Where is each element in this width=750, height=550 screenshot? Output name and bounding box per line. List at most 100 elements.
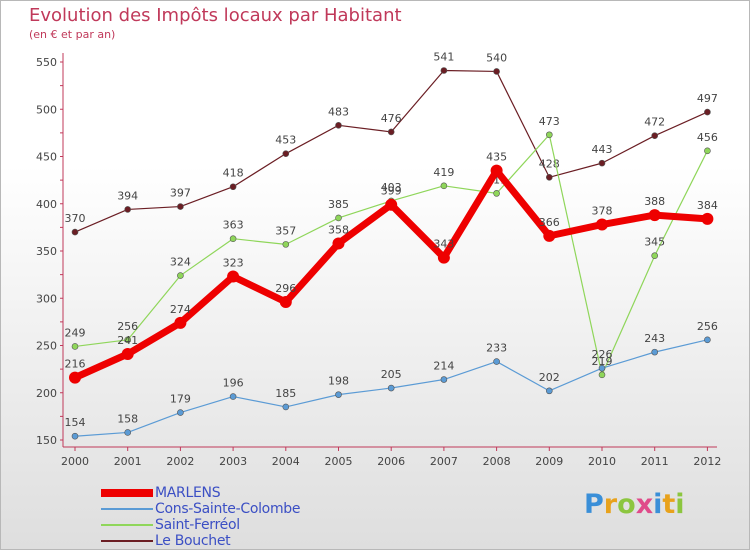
- data-point-saint-ferr-ol: [229, 235, 237, 243]
- data-label-cons-sainte-colombe: 179: [170, 393, 191, 406]
- x-tick-label: 2009: [535, 455, 563, 468]
- data-point-le-bouchet: [651, 132, 659, 140]
- data-point-marlens: [437, 251, 450, 264]
- data-point-cons-sainte-colombe: [282, 403, 290, 411]
- data-label-marlens: 216: [65, 358, 86, 371]
- legend-swatch-cons-sainte-colombe: [101, 508, 153, 510]
- data-point-cons-sainte-colombe: [229, 393, 237, 400]
- logo-letter: r: [603, 489, 618, 520]
- data-label-cons-sainte-colombe: 198: [328, 375, 349, 388]
- data-point-saint-ferr-ol: [335, 214, 342, 222]
- y-tick-label: 250: [36, 340, 57, 353]
- logo-letter: P: [584, 489, 604, 520]
- data-point-marlens: [69, 371, 81, 384]
- data-label-cons-sainte-colombe: 243: [644, 332, 665, 345]
- data-point-saint-ferr-ol: [71, 343, 79, 350]
- data-point-saint-ferr-ol: [704, 147, 711, 155]
- data-point-marlens: [227, 270, 240, 283]
- logo-letter: t: [662, 489, 676, 520]
- data-label-saint-ferr-ol: 456: [697, 131, 718, 144]
- data-point-saint-ferr-ol: [177, 272, 184, 279]
- data-label-saint-ferr-ol: 385: [328, 198, 349, 211]
- data-label-le-bouchet: 397: [170, 187, 191, 200]
- data-point-cons-sainte-colombe: [440, 376, 448, 383]
- data-label-le-bouchet: 394: [117, 189, 138, 202]
- data-point-le-bouchet: [704, 108, 711, 116]
- data-label-marlens: 384: [697, 199, 718, 212]
- legend-swatch-marlens: [101, 489, 153, 497]
- data-label-marlens: 435: [486, 151, 507, 164]
- data-label-marlens: 358: [328, 223, 349, 236]
- data-label-cons-sainte-colombe: 196: [223, 377, 244, 390]
- data-label-saint-ferr-ol: 256: [117, 320, 138, 333]
- x-tick-label: 2012: [693, 455, 721, 468]
- data-label-le-bouchet: 541: [433, 51, 454, 64]
- y-tick-label: 450: [36, 151, 57, 164]
- data-point-marlens: [385, 198, 398, 211]
- data-label-cons-sainte-colombe: 202: [539, 371, 560, 384]
- data-label-le-bouchet: 476: [381, 112, 402, 125]
- data-label-saint-ferr-ol: 357: [275, 224, 296, 237]
- data-label-marlens: 378: [592, 205, 613, 218]
- data-point-cons-sainte-colombe: [177, 409, 184, 416]
- data-point-cons-sainte-colombe: [71, 432, 79, 440]
- legend-swatch-le-bouchet: [101, 540, 153, 542]
- data-label-cons-sainte-colombe: 158: [117, 412, 138, 425]
- data-point-le-bouchet: [545, 173, 553, 181]
- data-point-marlens: [596, 218, 608, 231]
- x-tick-label: 2000: [61, 455, 89, 468]
- data-label-marlens: 241: [117, 334, 138, 347]
- data-label-cons-sainte-colombe: 256: [697, 320, 718, 333]
- data-point-marlens: [543, 229, 556, 242]
- data-label-le-bouchet: 540: [486, 51, 507, 64]
- data-point-le-bouchet: [177, 203, 184, 210]
- data-label-le-bouchet: 418: [223, 167, 244, 180]
- y-tick-label: 350: [36, 245, 57, 258]
- data-point-cons-sainte-colombe: [335, 391, 342, 398]
- legend-label-le-bouchet: Le Bouchet: [155, 533, 231, 549]
- logo-letter: x: [635, 489, 654, 520]
- legend-label-saint-ferr-ol: Saint-Ferréol: [155, 517, 240, 533]
- y-tick-label: 300: [36, 292, 57, 305]
- data-point-le-bouchet: [440, 67, 448, 74]
- data-label-le-bouchet: 453: [275, 134, 296, 147]
- x-tick-label: 2002: [166, 455, 194, 468]
- data-point-le-bouchet: [124, 206, 131, 213]
- data-point-cons-sainte-colombe: [545, 387, 553, 395]
- data-label-le-bouchet: 370: [65, 212, 86, 225]
- data-label-saint-ferr-ol: 345: [644, 236, 665, 249]
- data-label-marlens: 388: [644, 195, 665, 208]
- data-label-saint-ferr-ol: 403: [381, 181, 402, 194]
- data-label-saint-ferr-ol: 219: [592, 355, 613, 368]
- x-tick-label: 2003: [219, 455, 247, 468]
- data-point-marlens: [121, 348, 134, 361]
- data-label-marlens: 343: [433, 238, 454, 251]
- data-label-cons-sainte-colombe: 226: [592, 348, 613, 361]
- data-label-marlens: 274: [170, 303, 191, 316]
- data-point-saint-ferr-ol: [493, 190, 500, 197]
- data-label-saint-ferr-ol: 249: [65, 326, 86, 339]
- data-point-le-bouchet: [335, 122, 342, 129]
- data-label-le-bouchet: 483: [328, 105, 349, 118]
- data-label-le-bouchet: 497: [697, 92, 718, 105]
- data-point-cons-sainte-colombe: [493, 358, 500, 365]
- data-label-cons-sainte-colombe: 185: [275, 387, 296, 400]
- data-label-cons-sainte-colombe: 154: [65, 416, 86, 429]
- legend-swatch-saint-ferr-ol: [101, 524, 153, 526]
- x-tick-label: 2001: [114, 455, 142, 468]
- x-tick-label: 2007: [430, 455, 458, 468]
- data-point-saint-ferr-ol: [545, 131, 553, 139]
- x-tick-label: 2011: [641, 455, 669, 468]
- x-tick-label: 2006: [377, 455, 405, 468]
- x-tick-label: 2010: [588, 455, 616, 468]
- data-label-saint-ferr-ol: 324: [170, 256, 191, 269]
- chart-subtitle: (en € et par an): [29, 28, 116, 41]
- data-point-le-bouchet: [229, 183, 237, 191]
- data-point-saint-ferr-ol: [124, 336, 131, 344]
- data-label-marlens: 366: [539, 216, 560, 229]
- data-point-marlens: [332, 237, 345, 250]
- data-point-marlens: [174, 316, 187, 329]
- data-point-saint-ferr-ol: [282, 241, 290, 248]
